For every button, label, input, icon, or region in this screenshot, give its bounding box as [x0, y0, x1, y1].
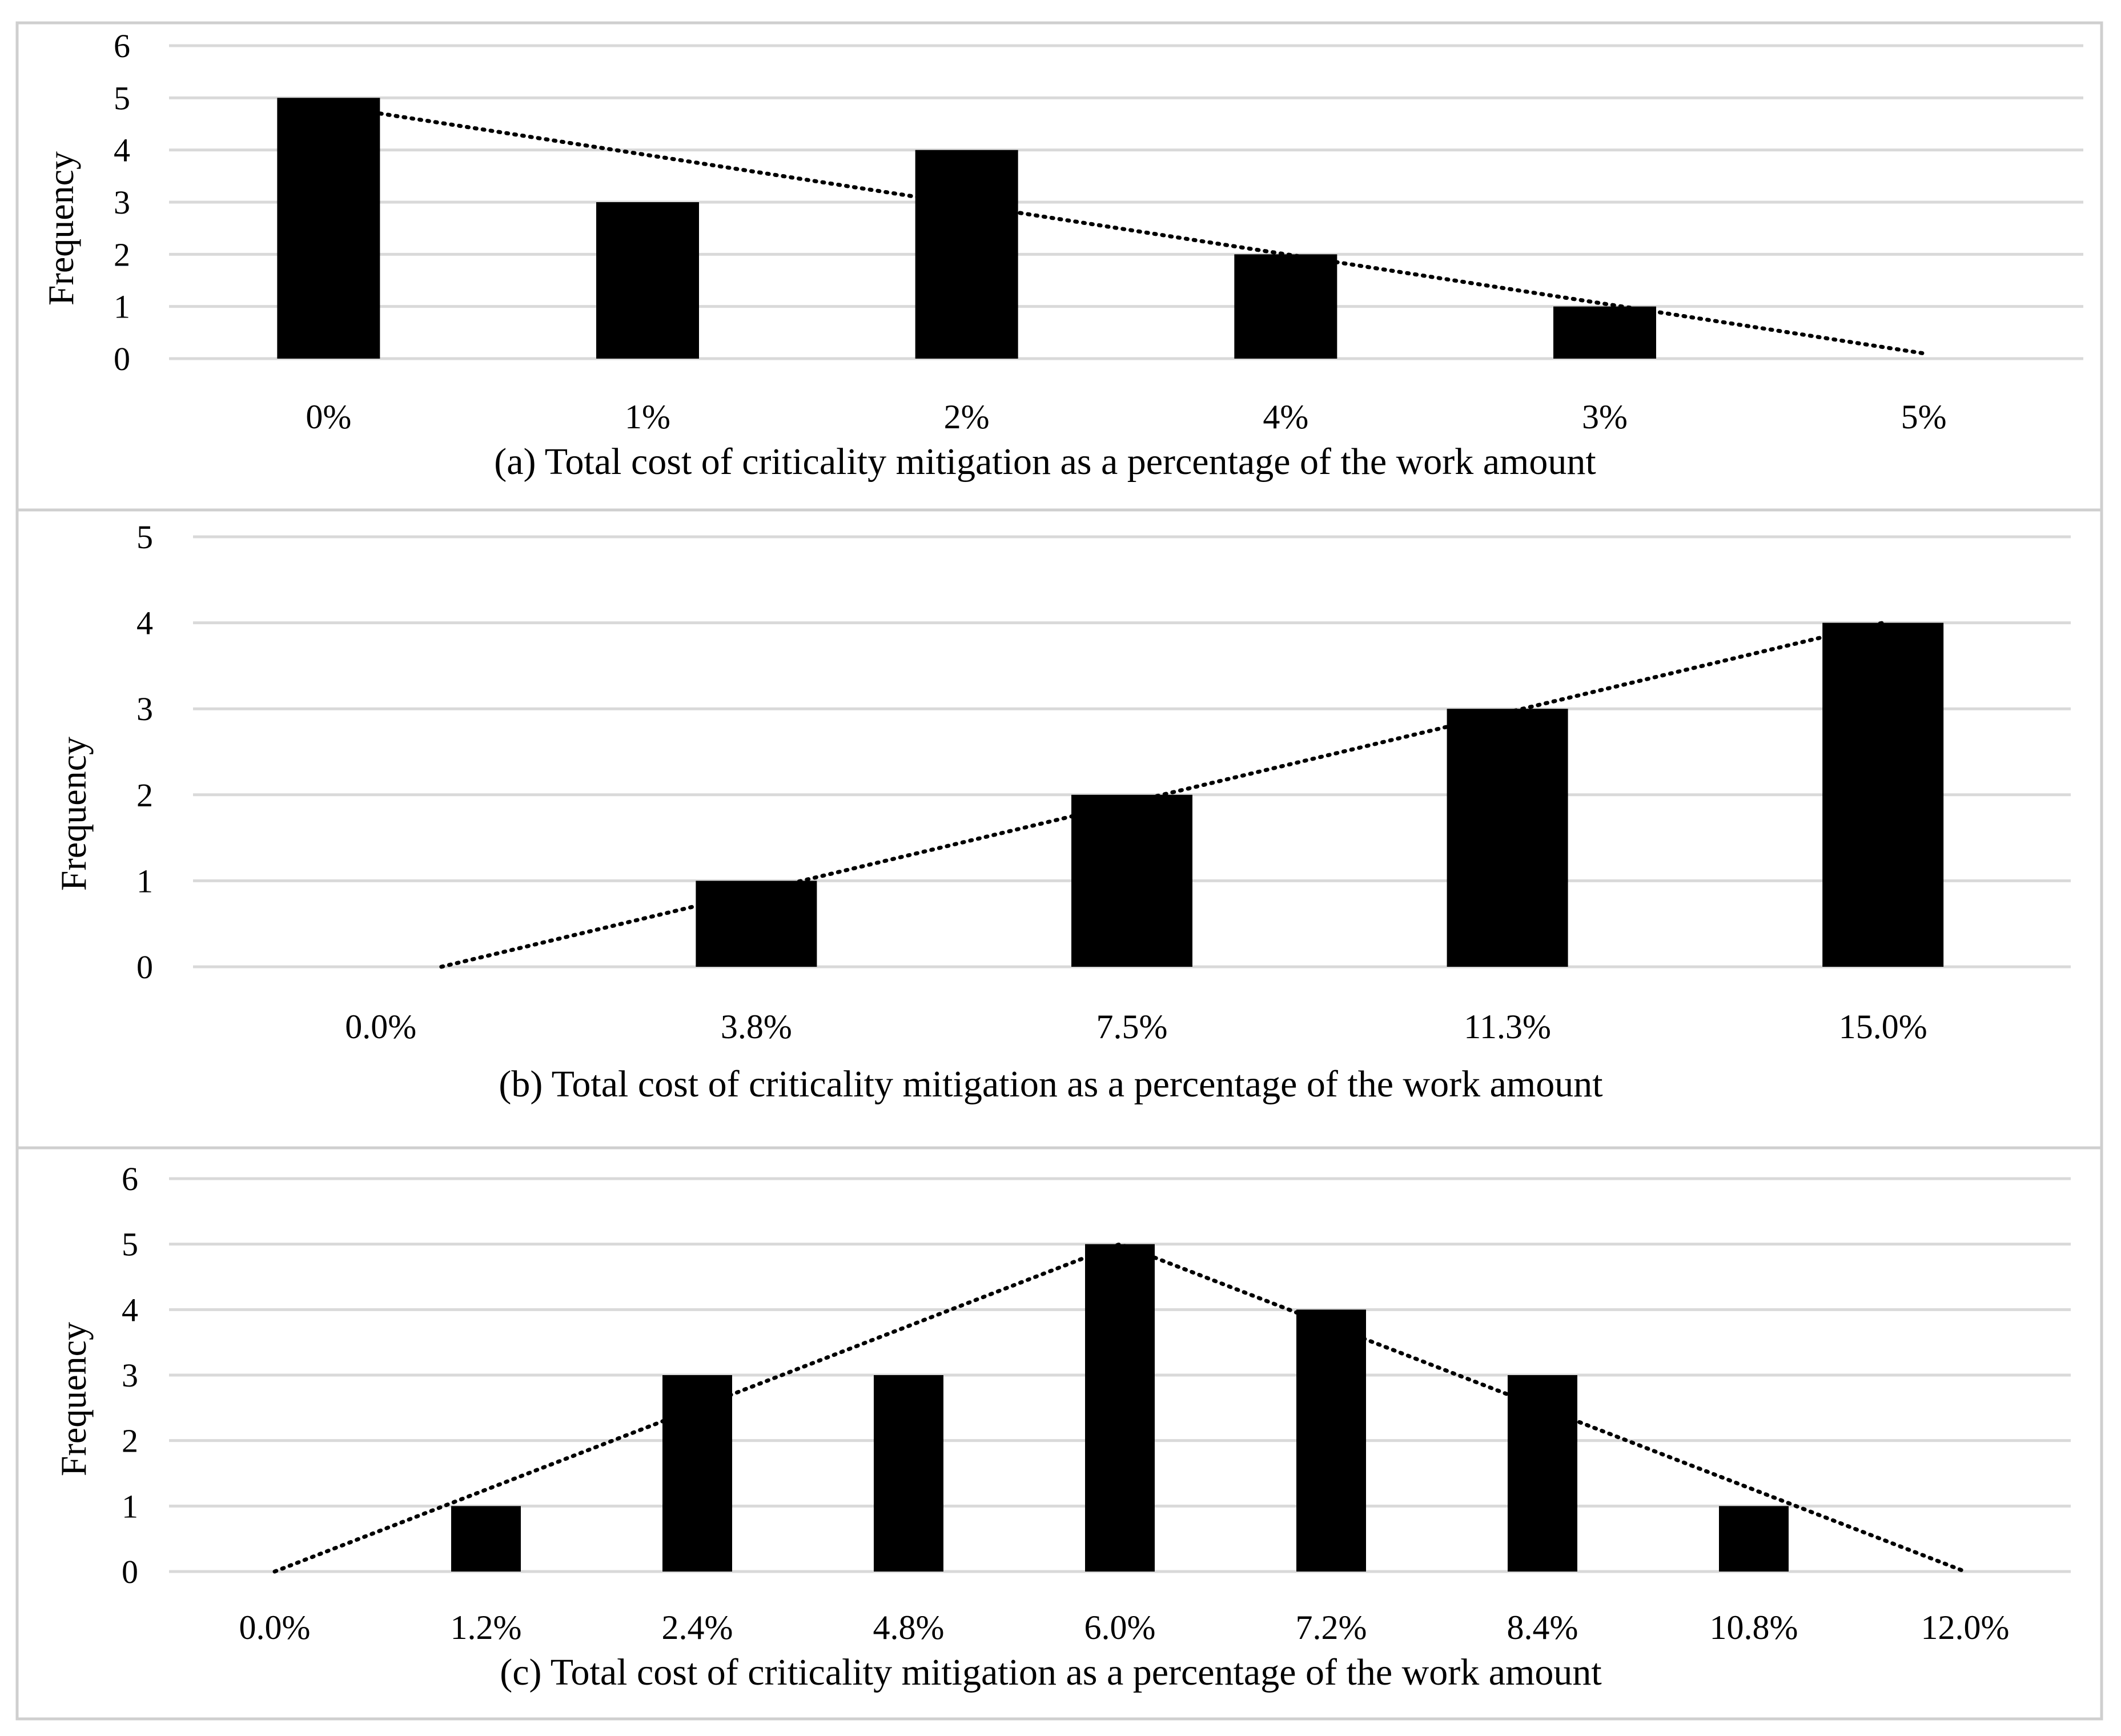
chart-panel-c: 0 1 2 3 4 5 6 0.0% 1.2% 2.4% 4.8% 6.0% 7.2% 8.4% 10.8%…: [53, 1160, 2071, 1693]
y-tick-label: 1: [114, 288, 130, 326]
x-tick-label: 10.8%: [1710, 1609, 1798, 1646]
bar: [1234, 254, 1337, 359]
y-tick-label: 6: [114, 27, 130, 65]
y-axis-label: Frequency: [53, 1322, 94, 1476]
x-tick-label: 12.0%: [1921, 1609, 2010, 1646]
x-tick-label: 1%: [625, 398, 670, 436]
y-tick-label: 2: [136, 777, 153, 814]
trendline: [272, 1241, 1967, 1574]
x-axis-label: (c) Total cost of criticality mitigation…: [500, 1651, 1602, 1693]
bar: [662, 1375, 732, 1572]
bar: [1296, 1309, 1366, 1572]
bar: [277, 98, 380, 359]
bar: [596, 202, 699, 359]
y-tick-label: 0: [122, 1553, 138, 1590]
x-tick-label: 1.2%: [451, 1609, 522, 1646]
y-tick-label: 5: [122, 1226, 138, 1263]
x-tick-label: 11.3%: [1464, 1008, 1551, 1046]
x-tick-label: 6.0%: [1084, 1609, 1156, 1646]
y-tick-label: 0: [114, 340, 130, 377]
x-tick-label: 5%: [1901, 398, 1947, 436]
y-tick-label: 1: [122, 1488, 138, 1525]
panel-c-border: [15, 1146, 2103, 1721]
y-tick-label: 2: [122, 1422, 138, 1460]
x-tick-label: 8.4%: [1507, 1609, 1578, 1646]
y-tick-label: 4: [136, 605, 153, 642]
y-axis-label: Frequency: [41, 151, 81, 306]
x-tick-label: 0%: [306, 398, 351, 436]
y-tick-label: 2: [114, 236, 130, 273]
chart-panel-a: 0 1 2 3 4 5 6 0% 1% 2% 4% 3% 5% (a) Total cost of cri…: [41, 27, 2083, 483]
bar: [874, 1375, 943, 1572]
y-tick-label: 6: [122, 1160, 138, 1197]
bar: [915, 150, 1018, 359]
x-axis-label: (b) Total cost of criticality mitigation…: [499, 1063, 1602, 1105]
bar: [1071, 794, 1192, 967]
bar: [451, 1506, 521, 1572]
bar: [696, 881, 817, 967]
trendline: [377, 111, 1926, 356]
x-tick-label: 0.0%: [345, 1008, 416, 1046]
x-tick-label: 3.8%: [721, 1008, 792, 1046]
x-tick-label: 4%: [1263, 398, 1308, 436]
y-tick-label: 4: [114, 132, 130, 169]
bar: [1085, 1244, 1155, 1572]
x-axis-label: (a) Total cost of criticality mitigation…: [494, 441, 1596, 483]
bar: [1822, 622, 1944, 967]
y-tick-label: 3: [122, 1357, 138, 1394]
x-tick-label: 3%: [1582, 398, 1628, 436]
bar: [1508, 1375, 1577, 1572]
bar: [1447, 709, 1568, 967]
x-tick-label: 2.4%: [662, 1609, 733, 1646]
y-tick-label: 1: [136, 862, 153, 899]
y-axis-label: Frequency: [53, 737, 94, 891]
chart-panel-b: 0 1 2 3 4 5 0.0% 3.8% 7.5% 11.3% 15.0% (b) Total co…: [53, 519, 2071, 1105]
bar: [1719, 1506, 1789, 1572]
x-tick-label: 7.5%: [1096, 1008, 1168, 1046]
y-tick-label: 0: [136, 949, 153, 986]
x-tick-label: 7.2%: [1296, 1609, 1367, 1646]
y-tick-label: 4: [122, 1291, 138, 1328]
bar: [1553, 306, 1656, 359]
trendline: [439, 621, 1885, 969]
y-tick-label: 5: [136, 519, 153, 556]
y-tick-label: 5: [114, 79, 130, 116]
x-tick-label: 4.8%: [873, 1609, 945, 1646]
x-tick-label: 15.0%: [1839, 1008, 1927, 1046]
y-tick-label: 3: [136, 690, 153, 728]
y-tick-label: 3: [114, 184, 130, 221]
x-tick-label: 0.0%: [239, 1609, 311, 1646]
x-tick-label: 2%: [944, 398, 990, 436]
